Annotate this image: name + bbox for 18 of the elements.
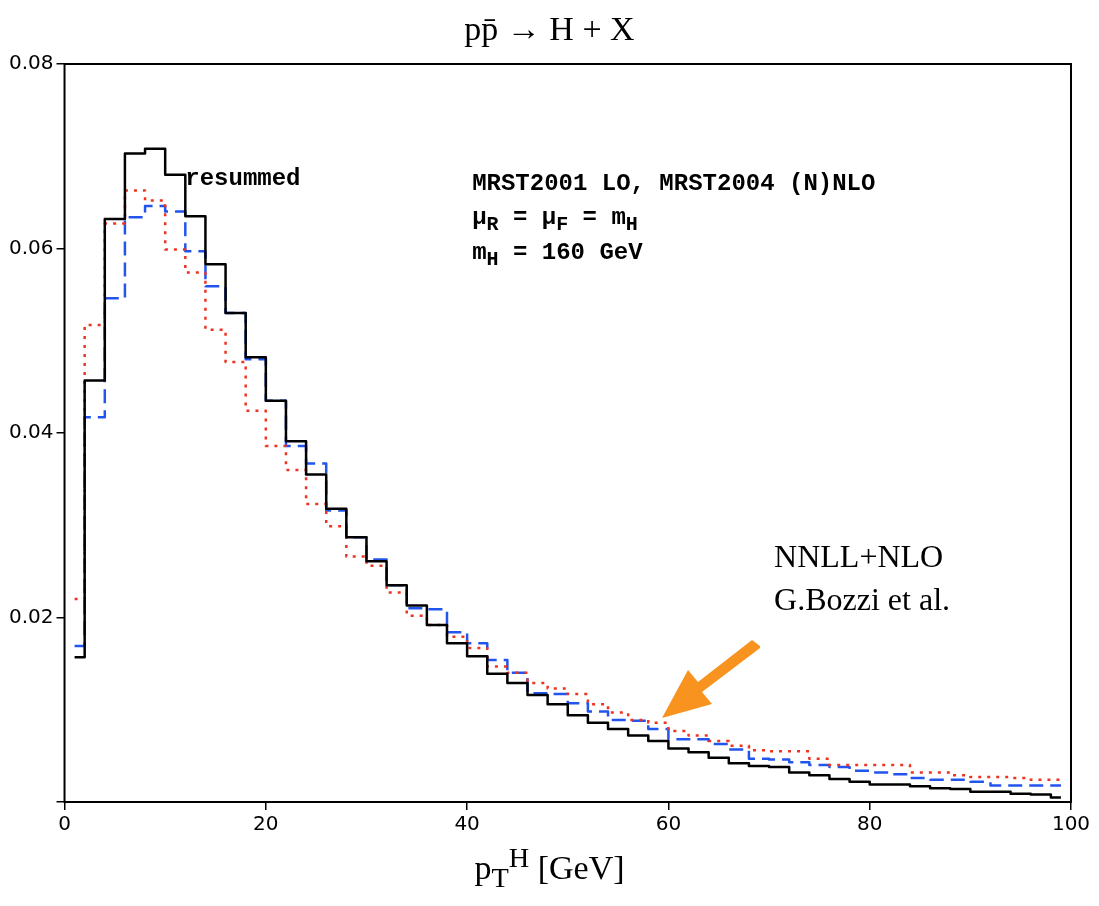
x-tick-label: 20 [253,811,279,836]
annotation: μ$_{R}$ = μ$_{F}$ = m$_{H}$ [472,204,638,237]
x-axis-title: p$_{T}$$^{H}$ [GeV] [473,842,626,895]
x-tick-label: 60 [655,811,682,836]
annotation: MRST2001 LO, MRST2004 (N)NLO [472,170,876,198]
x-tick-label: 100 [1051,811,1091,836]
y-tick-label: 0.02 [9,603,54,628]
x-tick-label: 0 [58,811,71,836]
chart-title: pp̄ → H + X [463,10,636,48]
x-tick-label: 80 [856,811,883,836]
x-tick-label: 40 [454,811,480,836]
y-tick-label: 0.04 [9,419,54,444]
y-tick-label: 0.06 [9,234,54,259]
y-tick-label: 0.08 [9,50,54,75]
series-label: resummed [185,165,301,193]
annotation: NNLL+NLO [774,538,944,576]
annotation: G.Bozzi et al. [774,580,951,618]
annotation: m$_{H}$ = 160 GeV [472,239,643,272]
